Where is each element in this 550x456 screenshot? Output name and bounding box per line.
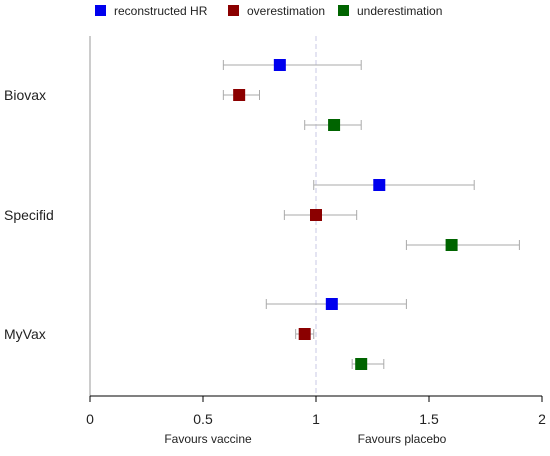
point-biovax-overestimation — [233, 89, 246, 101]
point-biovax-reconstructed-hr — [273, 59, 286, 71]
axes: 0 0.5 1 1.5 2 Biovax Specifid MyVax — [4, 36, 546, 427]
x-tick-label: 2 — [538, 411, 546, 427]
x-tick-label: 1 — [312, 411, 320, 427]
point-myvax-reconstructed-hr — [325, 298, 338, 310]
legend: reconstructed HR overestimation underestim… — [95, 4, 442, 18]
group-label-specifid: Specifid — [4, 207, 54, 223]
favours-placebo-label: Favours placebo — [358, 432, 447, 446]
x-tick-label: 1.5 — [419, 411, 439, 427]
legend-swatch-reconstructed-hr — [95, 5, 106, 16]
plot-marks — [222, 59, 520, 370]
x-tick-label: 0.5 — [193, 411, 213, 427]
group-label-myvax: MyVax — [4, 326, 46, 342]
point-specifid-reconstructed-hr — [373, 179, 386, 191]
point-myvax-overestimation — [298, 328, 311, 340]
legend-swatch-underestimation — [338, 5, 349, 16]
legend-swatch-overestimation — [228, 5, 239, 16]
point-specifid-overestimation — [310, 209, 322, 221]
legend-label-underestimation: underestimation — [357, 4, 442, 18]
legend-label-reconstructed-hr: reconstructed HR — [114, 4, 208, 18]
legend-label-overestimation: overestimation — [247, 4, 325, 18]
favours-vaccine-label: Favours vaccine — [164, 432, 252, 446]
point-myvax-underestimation — [355, 358, 368, 370]
x-tick-label: 0 — [86, 411, 94, 427]
point-biovax-underestimation — [328, 119, 341, 131]
point-specifid-underestimation — [445, 239, 458, 251]
group-label-biovax: Biovax — [4, 87, 46, 103]
